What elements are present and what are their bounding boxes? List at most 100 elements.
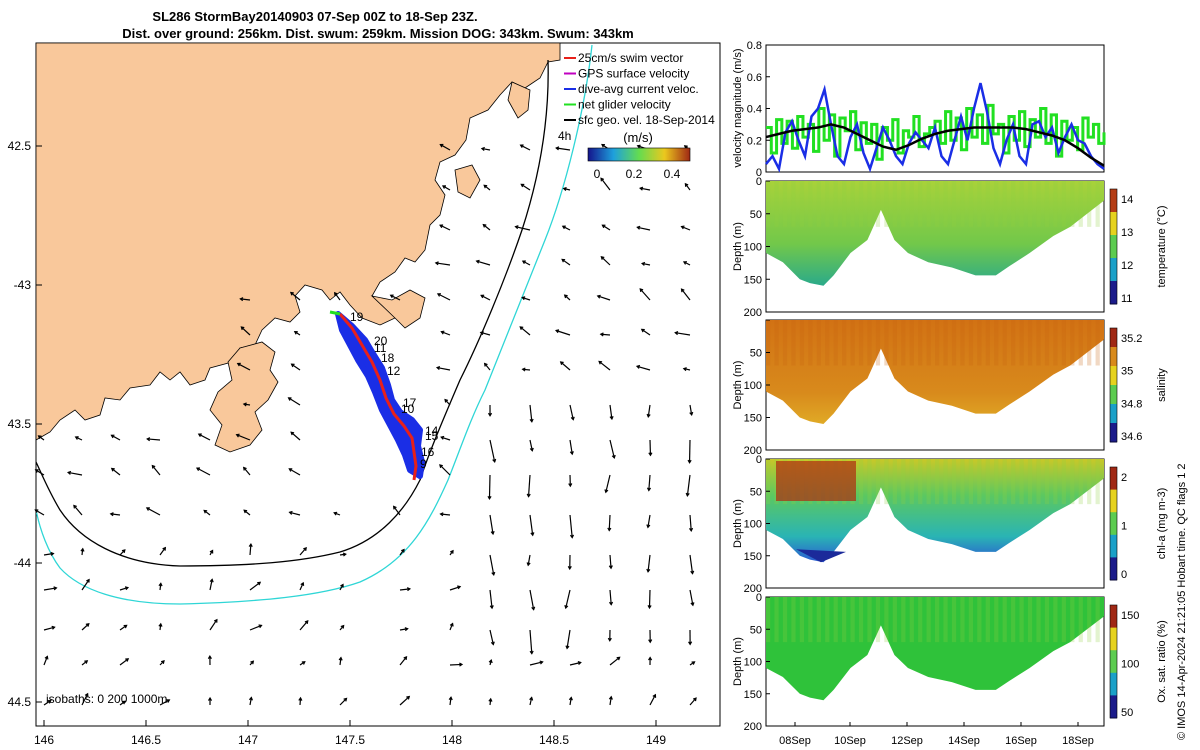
- section-texture: [1070, 459, 1075, 505]
- velocity-arrow-shaft: [519, 326, 531, 336]
- section-y-tick-label: 200: [744, 445, 762, 457]
- velocity-arrow-head: [66, 470, 72, 475]
- section-texture: [884, 597, 889, 643]
- velocity-arrow-shaft: [488, 474, 491, 499]
- section-texture: [1002, 597, 1007, 643]
- velocity-arrow-head: [290, 363, 295, 368]
- velocity-arrow-shaft: [196, 467, 211, 476]
- velocity-arrow-head: [475, 259, 480, 264]
- velocity-arrow-head: [570, 416, 575, 421]
- section-texture: [1011, 181, 1016, 227]
- velocity-arrow-head: [636, 144, 641, 149]
- colorbar-segment: [1110, 423, 1117, 443]
- velocity-arrow-head: [539, 660, 544, 665]
- section-texture: [1044, 181, 1050, 227]
- section-y-label: Depth (m): [732, 499, 744, 548]
- velocity-arrow-head: [559, 361, 564, 366]
- velocity-arrow-head: [457, 585, 462, 590]
- velocity-arrow-shaft: [689, 697, 697, 706]
- velocity-arrow-shaft: [390, 294, 401, 301]
- velocity-arrow-shaft: [641, 328, 651, 336]
- legend-label: GPS surface velocity: [578, 67, 689, 81]
- section-texture: [1070, 597, 1075, 643]
- velocity-arrow-head: [490, 530, 495, 536]
- velocity-arrow-shaft: [439, 224, 451, 231]
- map-x-tick-label: 149: [646, 733, 666, 747]
- velocity-arrow-head: [34, 469, 39, 473]
- velocity-arrow-head: [600, 177, 605, 182]
- velocity-arrow-head: [646, 487, 652, 492]
- colorbar-tick-label: 14: [1121, 194, 1133, 206]
- section-texture: [1002, 181, 1007, 227]
- section-texture: [977, 320, 982, 366]
- section-texture: [1087, 459, 1092, 505]
- velocity-arrow-head: [526, 493, 531, 498]
- velocity-y-tick-label: 0: [756, 167, 762, 179]
- velocity-arrow-shaft: [43, 656, 48, 666]
- section-y-tick-label: 150: [744, 413, 762, 425]
- section-y-tick-label: 100: [744, 380, 762, 392]
- section-texture: [909, 459, 914, 505]
- section-texture: [892, 181, 897, 227]
- colorbar-label: chl-a (mg m-3): [1156, 488, 1168, 560]
- velocity-arrow-shaft: [43, 626, 55, 631]
- section-texture: [875, 597, 881, 643]
- colorbar-tick-label: 34.8: [1121, 398, 1142, 410]
- velocity-arrow-shaft: [237, 363, 251, 371]
- section-texture: [968, 597, 974, 643]
- section-texture: [791, 597, 796, 643]
- section-y-tick-label: 0: [756, 176, 762, 188]
- velocity-arrow-head: [680, 225, 685, 230]
- velocity-arrow-head: [439, 464, 443, 469]
- section-texture: [1011, 459, 1016, 505]
- velocity-arrow-shaft: [648, 474, 651, 491]
- track-day-label: 15: [425, 429, 439, 443]
- velocity-arrow-head: [290, 431, 295, 436]
- section-texture: [994, 459, 999, 505]
- section-texture: [1036, 459, 1041, 505]
- colorbar-segment: [1110, 650, 1117, 674]
- velocity-arrow-shaft: [111, 468, 121, 476]
- section-texture: [875, 320, 881, 366]
- velocity-arrow-shaft: [529, 439, 533, 451]
- velocity-arrow-shaft: [569, 404, 574, 420]
- section-panel-temperature: 0 50 100 150 200 Depth (m) 14 13 12 11 temperature…: [732, 176, 1168, 319]
- velocity-arrow-head: [690, 602, 695, 607]
- section-texture: [833, 597, 838, 643]
- velocity-arrow-head: [530, 532, 535, 537]
- velocity-arrow-shaft: [529, 514, 534, 536]
- velocity-arrow-head: [47, 700, 52, 704]
- velocity-arrow-shaft: [399, 656, 407, 666]
- velocity-arrow-head: [521, 296, 526, 301]
- colorbar-segment: [1110, 258, 1117, 282]
- glider-track: [329, 310, 425, 481]
- section-texture: [842, 181, 847, 227]
- colorbar-tick-label: 0: [1121, 569, 1127, 581]
- section-y-tick-label: 100: [744, 657, 762, 669]
- velocity-arrow-head: [646, 524, 651, 529]
- velocity-arrow-shaft: [636, 365, 651, 371]
- velocity-arrow-shaft: [600, 177, 611, 191]
- velocity-arrow-head: [342, 552, 347, 557]
- velocity-arrow-shaft: [515, 226, 531, 231]
- section-field: [766, 181, 1104, 286]
- map-y-tick-label: -44: [14, 556, 32, 570]
- velocity-arrow-shaft: [600, 333, 611, 336]
- velocity-arrow-head: [564, 604, 569, 610]
- tasman-peninsula: [370, 289, 426, 329]
- velocity-arrow-shaft: [249, 544, 252, 556]
- velocity-arrow-shaft: [555, 329, 571, 336]
- legend-label: 25cm/s swim vector: [578, 51, 683, 65]
- velocity-arrow-head: [514, 225, 519, 230]
- velocity-arrow-shaft: [609, 589, 612, 605]
- velocity-arrow-head: [403, 656, 408, 660]
- section-texture: [884, 320, 889, 366]
- velocity-arrow-head: [441, 185, 446, 189]
- velocity-arrow-head: [53, 586, 58, 591]
- section-texture: [782, 181, 788, 227]
- velocity-arrow-head: [529, 418, 534, 423]
- velocity-arrow-head: [440, 330, 445, 335]
- velocity-arrow-head: [50, 551, 55, 556]
- section-texture: [918, 320, 923, 366]
